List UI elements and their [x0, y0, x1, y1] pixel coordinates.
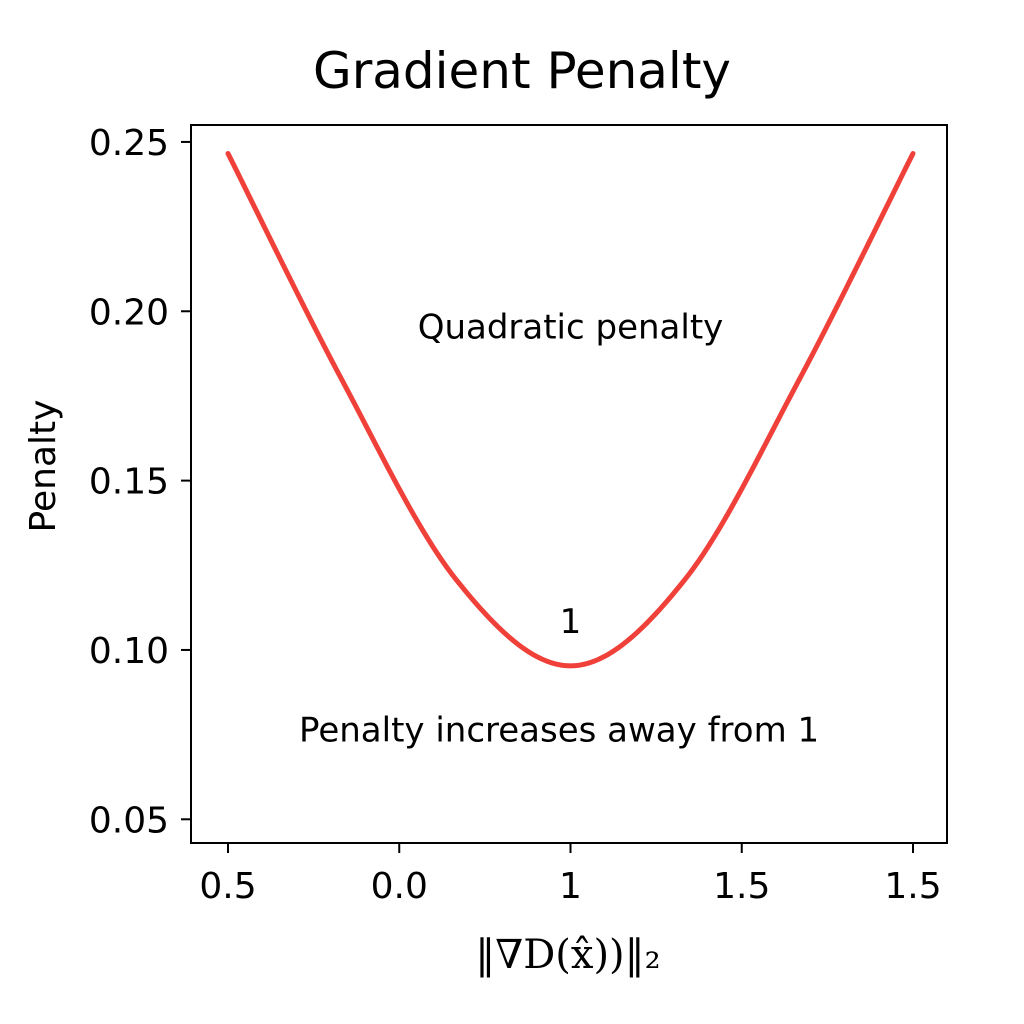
y-tick-label: 0.25	[89, 123, 169, 164]
x-axis-ticks: 0.5 0.0 1 1.5 1.5	[199, 843, 942, 907]
annotation-label: Penalty increases away from 1	[299, 710, 819, 750]
y-tick-label: 0.20	[89, 292, 169, 333]
plot-area: 0.5 0.0 1 1.5 1.5 0.05 0.10 0.15 0.20 0.25 Quadr…	[89, 123, 948, 907]
series-line-0	[225, 150, 916, 669]
x-tick-label: 0.5	[199, 866, 256, 907]
y-axis-label: Penalty	[23, 400, 64, 533]
x-tick-label: 0.0	[371, 866, 428, 907]
annotation-layer: Quadratic penalty 1 Penalty increases away…	[299, 307, 819, 750]
x-tick-label: 1	[559, 866, 582, 907]
y-tick-label: 0.10	[89, 631, 169, 672]
x-tick-label: 1.5	[713, 866, 770, 907]
chart-title: Gradient Penalty	[313, 42, 731, 100]
y-tick-label: 0.15	[89, 462, 169, 503]
y-tick-label: 0.05	[89, 800, 169, 841]
x-tick-label: 1.5	[884, 866, 941, 907]
annotation-label: Quadratic penalty	[418, 307, 724, 347]
y-axis-ticks: 0.05 0.10 0.15 0.20 0.25	[89, 123, 191, 841]
axes-frame	[190, 124, 948, 844]
series-layer	[225, 150, 916, 669]
x-axis-label: ‖∇D(x̂))‖₂	[475, 932, 660, 978]
annotation-label: 1	[560, 602, 582, 642]
